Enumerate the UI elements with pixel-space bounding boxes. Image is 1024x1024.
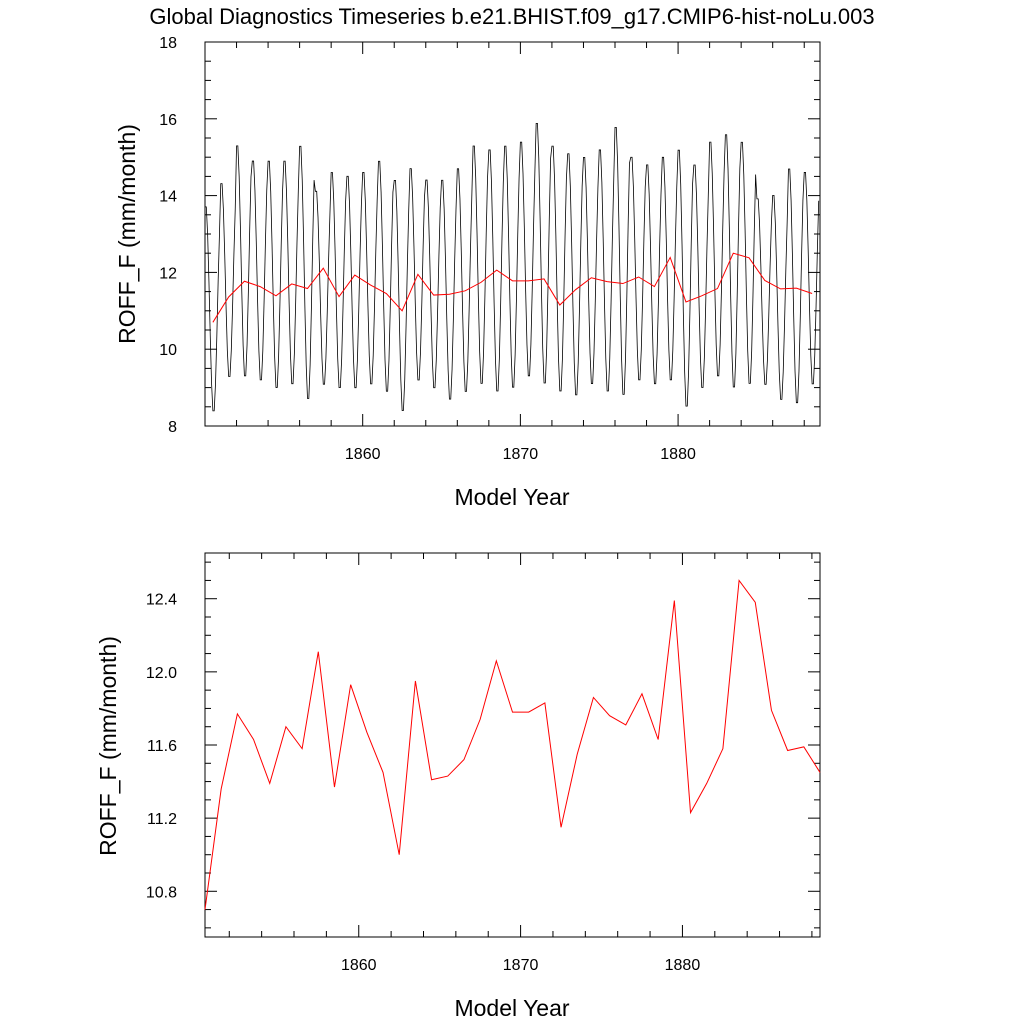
bottom-y-tick-label: 11.6 (147, 738, 177, 755)
bottom-y-tick-label: 10.8 (146, 884, 177, 901)
top-series-line (205, 122, 820, 412)
top-x-tick-label: 1880 (660, 446, 696, 463)
bottom-series-group (204, 579, 821, 910)
chart-title: Global Diagnostics Timeseries b.e21.BHIS… (149, 4, 874, 29)
bottom-x-tick-label: 1870 (503, 957, 539, 974)
top-y-tick-label: 12 (159, 265, 177, 282)
top-y-tick-label: 8 (168, 419, 177, 436)
bottom-y-tick-label: 11.2 (147, 811, 177, 828)
bottom-panel: Model Year ROFF_F (mm/month) 1860 1870 188… (95, 552, 821, 1021)
top-series-group (205, 122, 820, 412)
top-series-line (212, 252, 813, 323)
top-panel: Model Year ROFF_F (mm/month) 1860 1870 188… (114, 35, 821, 510)
top-y-tick-label: 14 (159, 189, 177, 206)
top-x-tick-label: 1860 (345, 446, 381, 463)
bottom-x-tick-label: 1860 (341, 957, 377, 974)
bottom-y-axis-label: ROFF_F (mm/month) (95, 636, 121, 856)
top-x-axis-label: Model Year (454, 484, 569, 510)
bottom-series-line (204, 579, 821, 910)
top-y-axis-label: ROFF_F (mm/month) (114, 124, 140, 344)
bottom-y-tick-label: 12.4 (146, 592, 177, 609)
bottom-axis-ticks: 1860 1870 1880 10.8 11.2 11.6 12.0 12.4 (146, 553, 820, 974)
bottom-x-tick-label: 1880 (665, 957, 701, 974)
bottom-x-axis-label: Model Year (454, 995, 569, 1021)
bottom-y-tick-label: 12.0 (146, 665, 177, 682)
top-y-tick-label: 10 (159, 342, 177, 359)
top-y-tick-label: 16 (159, 112, 177, 129)
top-axis-ticks: 1860 1870 1880 8 10 12 14 16 18 (159, 35, 820, 463)
top-x-tick-label: 1870 (503, 446, 539, 463)
bottom-plot-frame (204, 552, 821, 938)
top-y-tick-label: 18 (159, 35, 177, 52)
